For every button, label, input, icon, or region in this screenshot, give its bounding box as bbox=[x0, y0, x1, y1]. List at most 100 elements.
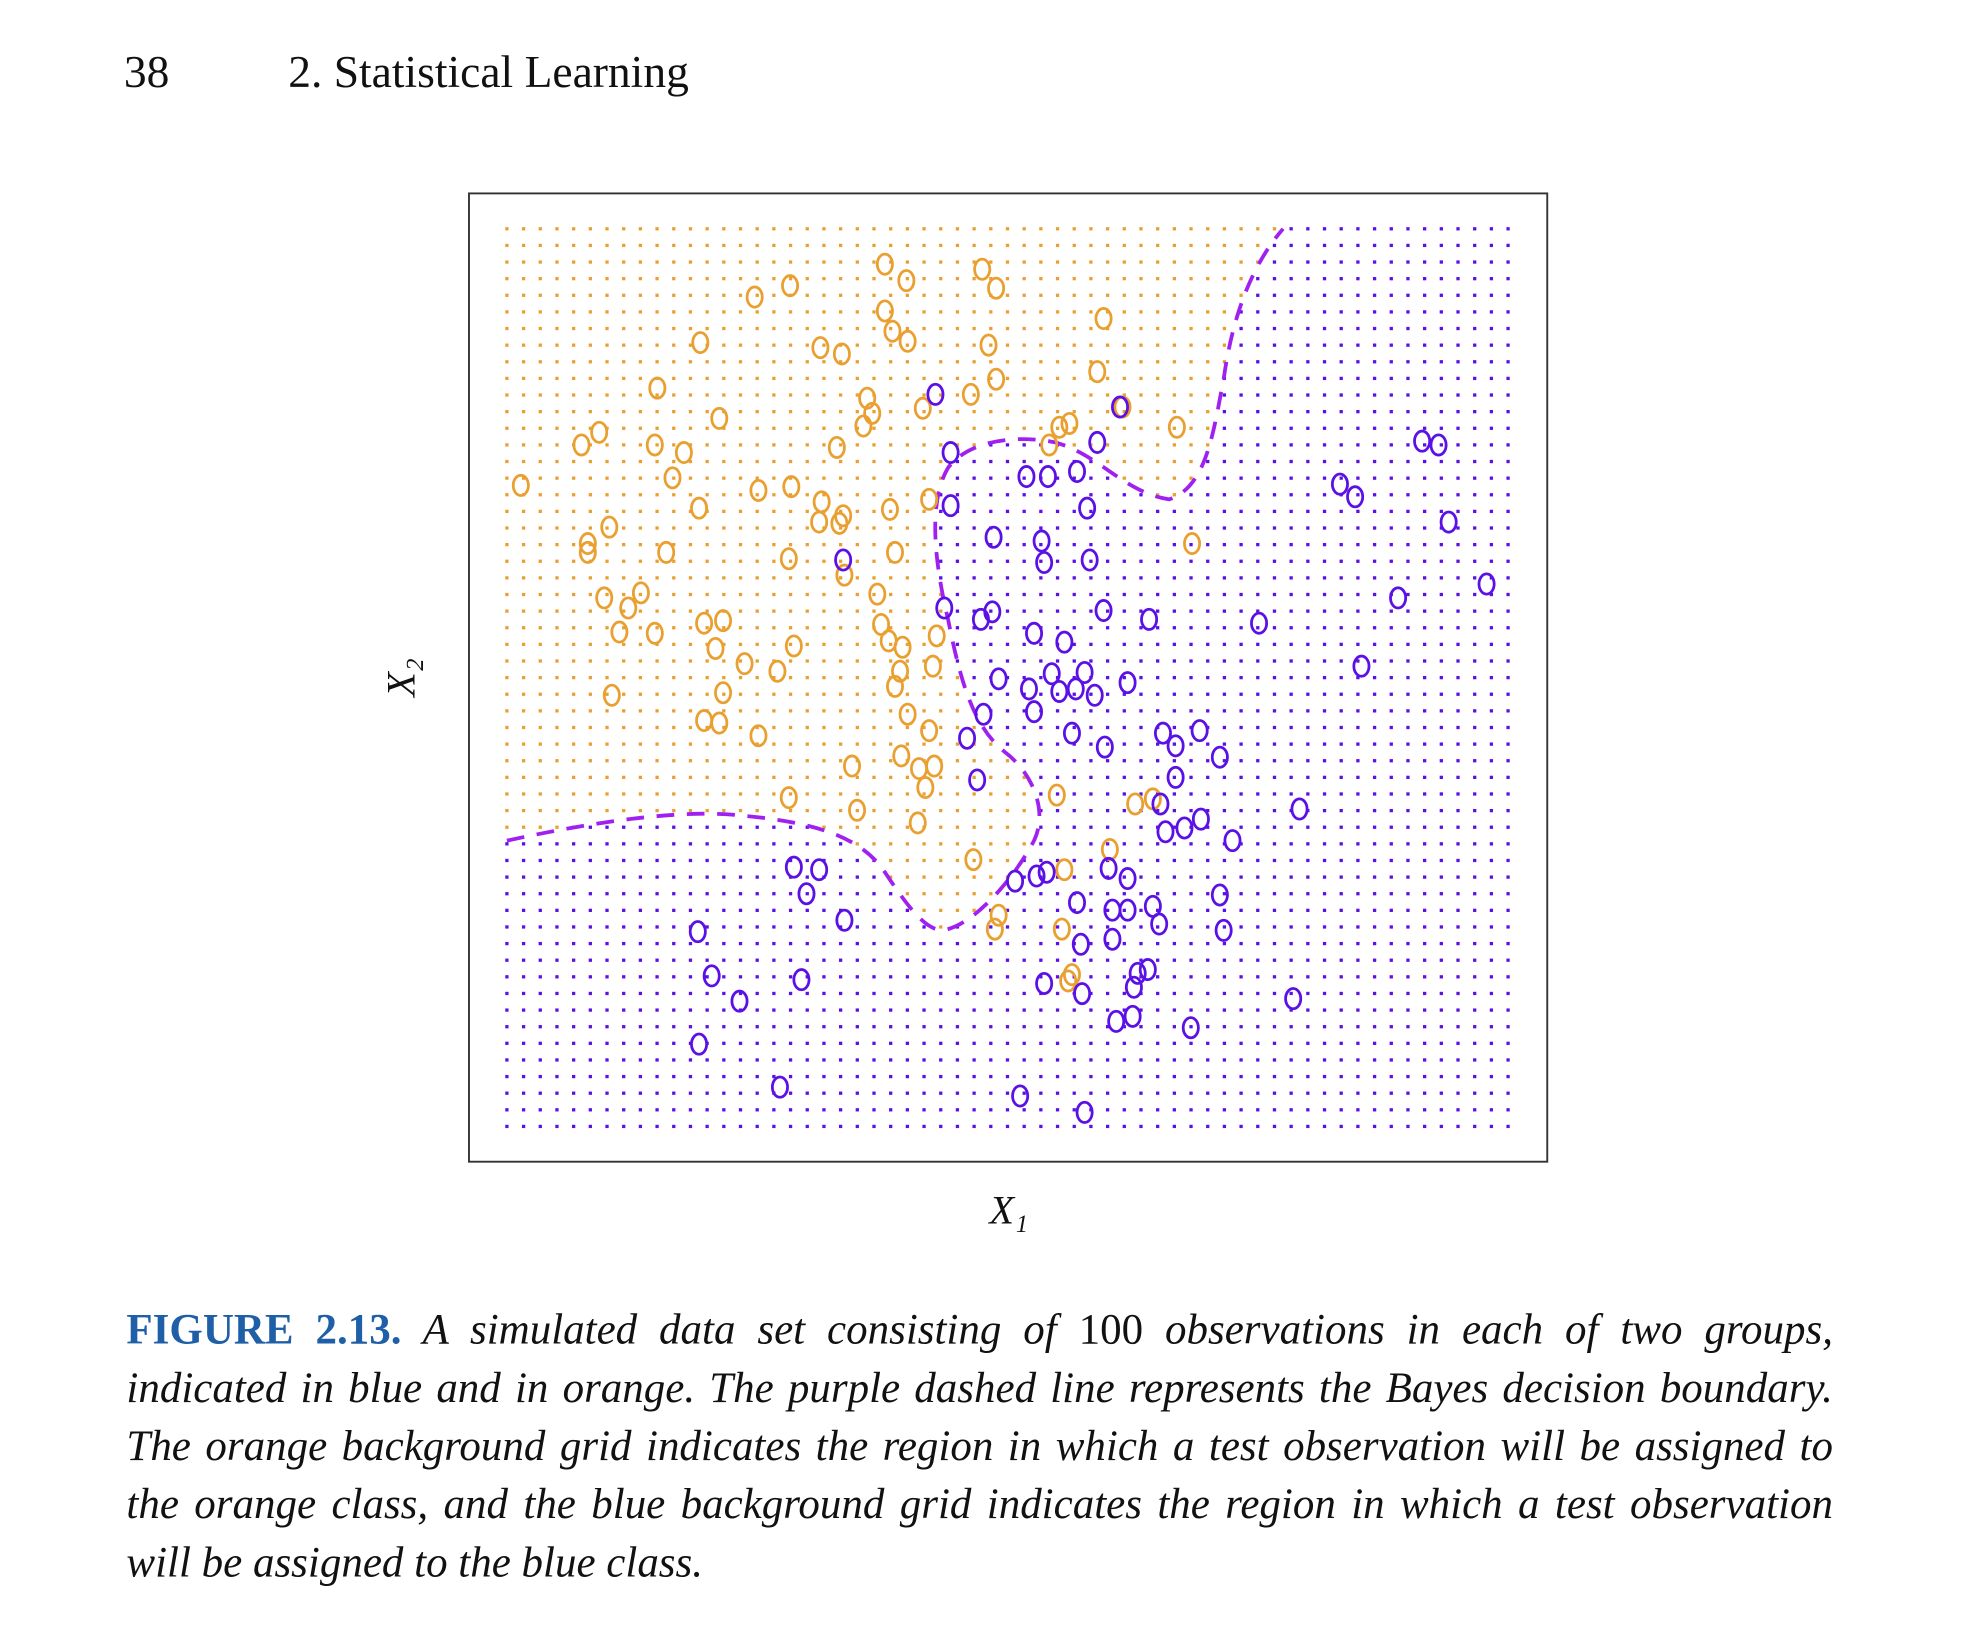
grid-dot bbox=[705, 1108, 709, 1112]
data-point bbox=[1027, 864, 1046, 888]
grid-dot bbox=[1189, 1008, 1193, 1012]
grid-dot bbox=[1222, 692, 1227, 696]
grid-dot bbox=[738, 1058, 743, 1062]
grid-dot bbox=[1072, 1041, 1076, 1045]
grid-dot bbox=[1473, 376, 1477, 381]
grid-dot bbox=[1055, 709, 1060, 713]
grid-dot bbox=[538, 759, 542, 763]
grid-dot bbox=[1089, 326, 1093, 331]
grid-dot bbox=[1055, 493, 1060, 497]
grid-dot bbox=[838, 1058, 843, 1062]
grid-dot bbox=[989, 343, 993, 347]
grid-dot bbox=[1439, 243, 1443, 248]
grid-dot bbox=[1039, 509, 1043, 514]
grid-dot bbox=[972, 1041, 976, 1045]
grid-dot bbox=[1256, 559, 1260, 563]
grid-dot bbox=[1322, 476, 1327, 480]
grid-dot bbox=[672, 393, 676, 397]
grid-dot bbox=[622, 243, 626, 248]
grid-dot bbox=[1022, 1008, 1026, 1012]
grid-dot bbox=[1439, 692, 1443, 696]
grid-dot bbox=[555, 941, 559, 946]
grid-dot bbox=[1389, 576, 1393, 580]
grid-dot bbox=[1422, 459, 1427, 464]
grid-dot bbox=[889, 576, 893, 580]
grid-dot bbox=[772, 293, 776, 297]
grid-dot bbox=[772, 443, 776, 447]
grid-dot bbox=[1122, 659, 1126, 663]
grid-dot bbox=[555, 376, 559, 381]
grid-dot bbox=[1456, 941, 1460, 946]
grid-dot bbox=[521, 991, 526, 996]
grid-dot bbox=[1289, 626, 1293, 630]
grid-dot bbox=[1039, 576, 1043, 580]
data-point bbox=[835, 908, 854, 932]
grid-dot bbox=[939, 675, 943, 680]
grid-dot bbox=[1306, 659, 1310, 663]
grid-dot bbox=[1306, 260, 1310, 264]
grid-dot bbox=[1039, 559, 1043, 563]
grid-dot bbox=[1039, 410, 1043, 414]
grid-dot bbox=[1222, 1025, 1227, 1029]
grid-dot bbox=[705, 326, 709, 331]
grid-dot bbox=[722, 376, 726, 381]
grid-dot bbox=[1306, 393, 1310, 397]
grid-dot bbox=[1422, 991, 1427, 996]
grid-dot bbox=[989, 941, 993, 946]
grid-dot bbox=[855, 958, 859, 962]
grid-dot bbox=[1439, 410, 1443, 414]
grid-dot bbox=[955, 1074, 960, 1079]
data-point bbox=[1107, 1009, 1126, 1033]
grid-dot bbox=[538, 842, 542, 846]
grid-dot bbox=[1272, 941, 1277, 946]
grid-dot bbox=[1139, 725, 1143, 730]
grid-dot bbox=[638, 243, 643, 248]
grid-dot bbox=[572, 808, 576, 813]
data-point bbox=[657, 540, 676, 564]
grid-dot bbox=[688, 293, 693, 297]
grid-dot bbox=[1439, 1091, 1443, 1095]
grid-dot bbox=[1022, 343, 1026, 347]
grid-dot bbox=[1489, 975, 1494, 979]
data-point bbox=[1035, 971, 1054, 995]
grid-dot bbox=[1272, 443, 1277, 447]
grid-dot bbox=[1039, 277, 1043, 281]
grid-dot bbox=[1139, 277, 1143, 281]
grid-dot bbox=[1372, 310, 1377, 314]
grid-dot bbox=[738, 875, 743, 879]
grid-dot bbox=[1022, 892, 1026, 896]
grid-dot bbox=[805, 1091, 809, 1095]
grid-dot bbox=[1239, 343, 1243, 347]
grid-dot bbox=[521, 1008, 526, 1012]
grid-dot bbox=[1389, 260, 1393, 264]
grid-dot bbox=[1322, 858, 1327, 863]
grid-dot bbox=[1222, 310, 1227, 314]
grid-dot bbox=[1139, 1124, 1143, 1129]
grid-dot bbox=[955, 1058, 960, 1062]
grid-dot bbox=[1055, 1108, 1060, 1112]
grid-dot bbox=[1022, 1058, 1026, 1062]
grid-dot bbox=[655, 1025, 659, 1029]
grid-dot bbox=[1005, 1041, 1010, 1045]
grid-dot bbox=[1339, 559, 1343, 563]
grid-dot bbox=[1039, 360, 1043, 364]
grid-dot bbox=[1339, 842, 1343, 846]
grid-dot bbox=[1105, 742, 1110, 746]
grid-dot bbox=[1272, 426, 1277, 430]
grid-dot bbox=[1105, 792, 1110, 796]
grid-dot bbox=[1506, 709, 1510, 713]
grid-dot bbox=[1022, 576, 1026, 580]
grid-dot bbox=[1189, 692, 1193, 696]
grid-dot bbox=[1055, 775, 1060, 780]
grid-dot bbox=[588, 925, 592, 929]
grid-dot bbox=[1055, 526, 1060, 530]
grid-dot bbox=[1473, 725, 1477, 730]
grid-dot bbox=[1389, 775, 1393, 780]
grid-dot bbox=[638, 376, 643, 381]
grid-dot bbox=[1189, 1025, 1193, 1029]
grid-dot bbox=[722, 310, 726, 314]
grid-dot bbox=[555, 991, 559, 996]
grid-dot bbox=[1122, 476, 1126, 480]
grid-dot bbox=[1156, 692, 1160, 696]
grid-dot bbox=[1389, 908, 1393, 912]
